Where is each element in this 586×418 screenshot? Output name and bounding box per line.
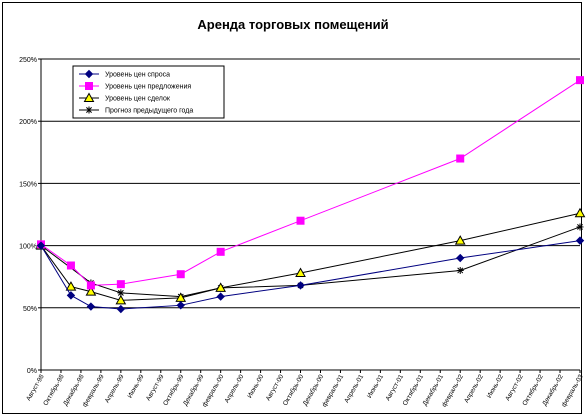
x-tick-label: Июнь-99 [127, 373, 146, 399]
x-tick-label: Апрель-01 [343, 373, 365, 404]
x-tick-label: Август-99 [145, 373, 166, 402]
diamond-marker [456, 253, 465, 263]
legend-label: Прогноз предыдущего года [105, 108, 193, 115]
chart-title: Аренда торговых помещений [197, 17, 389, 32]
diamond-marker [36, 241, 46, 250]
legend-item: Прогноз предыдущего года [79, 106, 193, 115]
x-tick-label: Август-01 [385, 373, 406, 402]
legend-item: Уровень цен сделок [79, 92, 171, 103]
square-marker [216, 247, 225, 256]
triangle-marker [65, 281, 77, 291]
x-tick-label: Июнь-02 [486, 373, 505, 399]
star-stroke [457, 267, 464, 274]
triangle-marker [215, 282, 227, 292]
grid-layer [41, 58, 580, 309]
square-marker [85, 82, 93, 90]
star-stroke [577, 223, 583, 230]
diamond-marker [176, 301, 185, 310]
series-line [40, 226, 581, 298]
y-tick-label: 200% [19, 119, 37, 126]
triangle-marker [454, 235, 466, 245]
diamond-marker [216, 292, 225, 301]
diamond-marker [575, 236, 585, 245]
square-marker [86, 281, 95, 290]
triangle-marker [83, 92, 95, 102]
x-tick-label: февраль-99 [81, 373, 105, 408]
y-tick-label: 0% [27, 368, 37, 375]
series-3 [35, 207, 586, 305]
triangle-marker [295, 267, 306, 277]
x-tick-label: февраль-03 [561, 373, 585, 408]
square-marker [116, 280, 125, 289]
legend-label: Уровень цен спроса [105, 72, 170, 79]
square-marker [576, 76, 584, 85]
diamond-marker [66, 291, 76, 300]
star-marker [85, 106, 93, 114]
y-tick-label: 150% [19, 181, 37, 188]
diamond-marker [84, 69, 94, 79]
x-tick-label: Июнь-00 [246, 373, 265, 399]
x-tick-label: Апрель-99 [104, 373, 126, 404]
square-marker [456, 154, 465, 163]
x-tick-label: Июнь-01 [366, 373, 385, 399]
x-tick-label: февраль-01 [321, 373, 345, 408]
series-layer [35, 76, 586, 314]
x-tick-label: февраль-00 [201, 373, 225, 408]
y-tick-label: 250% [19, 57, 37, 64]
legend-item: Уровень цен предложения [79, 82, 191, 91]
x-tick-label: Август-98 [25, 373, 46, 402]
x-tick-label: Август-00 [265, 373, 286, 402]
legend-box [72, 65, 225, 119]
x-tick-label: Апрель-00 [224, 373, 246, 404]
star-stroke [86, 107, 92, 113]
diamond-marker [296, 281, 305, 290]
x-tick-label: Апрель-02 [463, 373, 485, 404]
star-stroke [117, 289, 124, 296]
triangle-marker [85, 286, 97, 296]
series-4 [37, 223, 584, 301]
square-marker [66, 261, 75, 270]
diamond-marker [116, 304, 126, 314]
y-tick-label: 50% [23, 306, 37, 313]
legend-label: Уровень цен предложения [105, 84, 191, 91]
star-marker [456, 266, 464, 274]
series-1 [36, 236, 585, 314]
triangle-marker [115, 294, 127, 305]
x-tick-label: Август-02 [504, 373, 525, 402]
square-marker [176, 270, 185, 279]
legend: Уровень цен спроса Уровень цен предложени… [72, 65, 225, 119]
y-tick-label: 100% [19, 244, 37, 251]
diamond-marker [86, 302, 96, 311]
star-marker [576, 223, 584, 231]
triangle-marker [574, 207, 586, 218]
legend-item: Уровень цен спроса [79, 69, 170, 79]
legend-label: Уровень цен сделок [105, 96, 171, 103]
x-tick-label: февраль-02 [441, 373, 465, 408]
square-marker [296, 216, 305, 225]
